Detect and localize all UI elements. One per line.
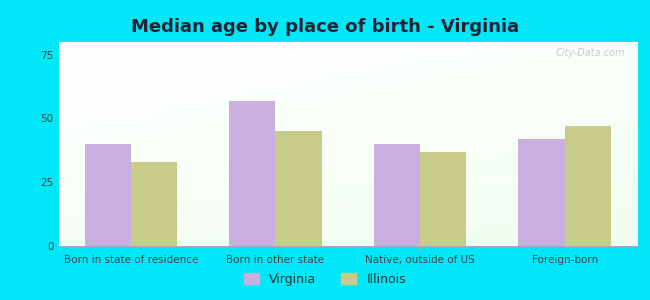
Text: City-Data.com: City-Data.com xyxy=(556,48,625,58)
Bar xyxy=(276,131,322,246)
Bar xyxy=(374,144,420,246)
Bar xyxy=(519,139,565,246)
Bar xyxy=(565,126,611,246)
Text: Median age by place of birth - Virginia: Median age by place of birth - Virginia xyxy=(131,18,519,36)
Bar xyxy=(84,144,131,246)
Bar xyxy=(131,162,177,246)
Bar xyxy=(420,152,466,246)
Bar xyxy=(229,100,276,246)
Legend: Virginia, Illinois: Virginia, Illinois xyxy=(239,268,411,291)
